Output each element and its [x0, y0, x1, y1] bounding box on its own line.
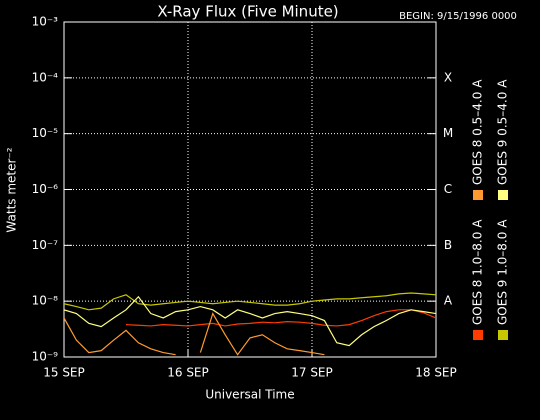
legend-label: GOES 9 0.5–4.0 A — [496, 79, 510, 185]
flare-class-label: B — [444, 238, 452, 252]
legend-swatch — [498, 190, 508, 200]
y-tick-label: 10⁻⁶ — [32, 182, 59, 196]
series-line — [125, 309, 436, 327]
series-group — [125, 309, 436, 327]
flare-class-label: M — [443, 126, 453, 140]
legend-swatch — [498, 330, 508, 340]
series-group — [64, 292, 436, 311]
y-tick-label: 10⁻⁵ — [32, 126, 59, 140]
x-tick-label: 15 SEP — [43, 366, 85, 380]
flare-class-label: A — [444, 294, 453, 308]
legend-swatch — [473, 330, 483, 340]
x-tick-label: 18 SEP — [415, 366, 457, 380]
legend-label: GOES 8 0.5–4.0 A — [471, 79, 485, 185]
series-line — [64, 295, 436, 347]
legend-swatch — [473, 190, 483, 200]
series-line — [64, 292, 436, 311]
chart-subtitle: BEGIN: 9/15/1996 0000 — [399, 11, 517, 22]
y-tick-label: 10⁻⁸ — [32, 294, 59, 308]
y-tick-label: 10⁻⁹ — [32, 350, 59, 364]
x-axis-label: Universal Time — [205, 388, 294, 402]
x-tick-label: 16 SEP — [167, 366, 209, 380]
flare-class-label: X — [444, 70, 452, 84]
legend-label: GOES 9 1.0–8.0 A — [496, 219, 510, 325]
x-tick-label: 17 SEP — [291, 366, 333, 380]
y-tick-label: 10⁻⁴ — [32, 70, 59, 84]
y-tick-label: 10⁻³ — [32, 15, 59, 29]
y-axis-label: Watts meter⁻² — [5, 147, 19, 232]
y-tick-label: 10⁻⁷ — [32, 238, 59, 252]
series-group — [64, 295, 436, 347]
legend-label: GOES 8 1.0–8.0 A — [471, 219, 485, 325]
flare-class-label: C — [444, 182, 452, 196]
chart-title: X-Ray Flux (Five Minute) — [157, 3, 338, 21]
